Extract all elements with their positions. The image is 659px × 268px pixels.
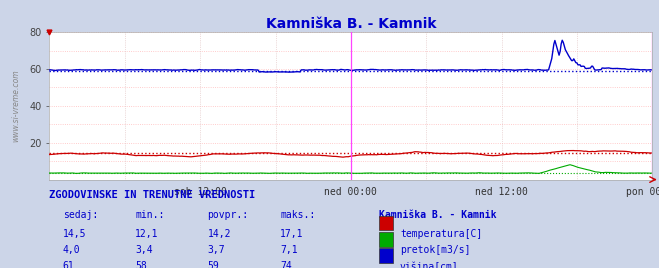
- Text: pon 00:00: pon 00:00: [626, 187, 659, 197]
- Text: Kamniška B. - Kamnik: Kamniška B. - Kamnik: [379, 210, 496, 220]
- Text: ned 00:00: ned 00:00: [324, 187, 378, 197]
- Text: sedaj:: sedaj:: [63, 210, 98, 220]
- Text: 14,5: 14,5: [63, 229, 86, 239]
- Text: 59: 59: [208, 261, 219, 268]
- Text: 74: 74: [280, 261, 292, 268]
- Text: pretok[m3/s]: pretok[m3/s]: [400, 245, 471, 255]
- Text: 3,7: 3,7: [208, 245, 225, 255]
- Text: 17,1: 17,1: [280, 229, 304, 239]
- Text: 4,0: 4,0: [63, 245, 80, 255]
- Text: 61: 61: [63, 261, 74, 268]
- Text: 7,1: 7,1: [280, 245, 298, 255]
- Text: 3,4: 3,4: [135, 245, 153, 255]
- Text: min.:: min.:: [135, 210, 165, 220]
- Text: maks.:: maks.:: [280, 210, 315, 220]
- Text: www.si-vreme.com: www.si-vreme.com: [12, 70, 21, 142]
- Text: ned 12:00: ned 12:00: [475, 187, 528, 197]
- Text: temperatura[C]: temperatura[C]: [400, 229, 482, 239]
- Text: sob 12:00: sob 12:00: [174, 187, 227, 197]
- Text: 58: 58: [135, 261, 147, 268]
- Text: povpr.:: povpr.:: [208, 210, 248, 220]
- Text: ZGODOVINSKE IN TRENUTNE VREDNOSTI: ZGODOVINSKE IN TRENUTNE VREDNOSTI: [49, 190, 256, 200]
- Text: 14,2: 14,2: [208, 229, 231, 239]
- Title: Kamniška B. - Kamnik: Kamniška B. - Kamnik: [266, 17, 436, 31]
- Text: višina[cm]: višina[cm]: [400, 261, 459, 268]
- Text: 12,1: 12,1: [135, 229, 159, 239]
